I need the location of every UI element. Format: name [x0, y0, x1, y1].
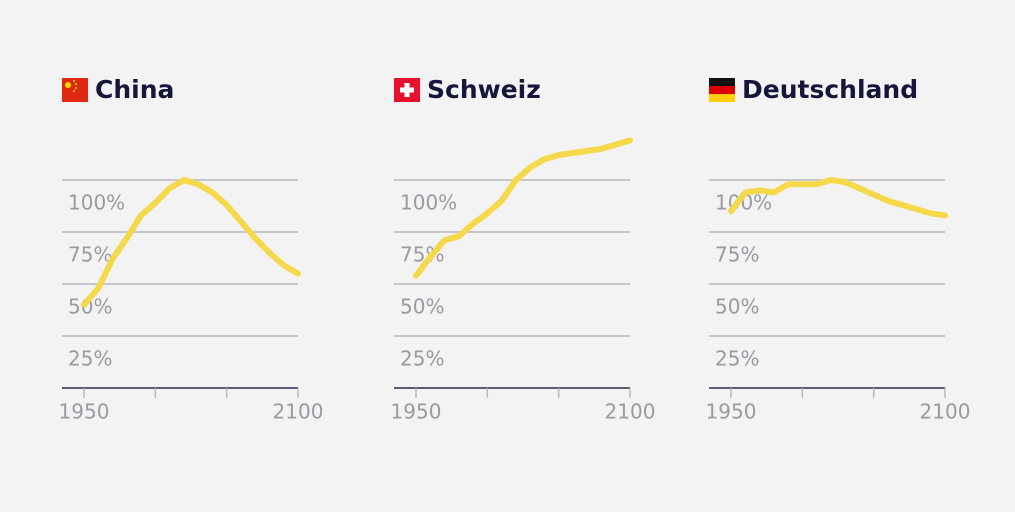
y-tick-label: 25%	[68, 347, 112, 371]
x-tick-label: 2100	[920, 400, 971, 424]
y-tick-label: 50%	[400, 295, 444, 319]
y-tick-label: 25%	[715, 347, 759, 371]
flag-germany	[709, 78, 735, 102]
flag-switzerland	[394, 78, 420, 102]
y-tick-label: 25%	[400, 347, 444, 371]
y-tick-label: 100%	[400, 191, 457, 215]
data-line	[413, 137, 633, 279]
data-line	[81, 177, 301, 308]
x-tick-label: 1950	[391, 400, 442, 424]
x-tick-label: 2100	[605, 400, 656, 424]
y-tick-label: 75%	[715, 243, 759, 267]
x-tick-label: 1950	[59, 400, 110, 424]
flag-china	[62, 78, 88, 102]
chart-title: Deutschland	[742, 75, 918, 104]
x-tick-label: 2100	[273, 400, 324, 424]
y-tick-label: 100%	[68, 191, 125, 215]
chart-title: China	[95, 75, 174, 104]
data-line	[728, 177, 948, 219]
x-tick-label: 1950	[706, 400, 757, 424]
y-tick-label: 50%	[715, 295, 759, 319]
y-tick-label: 75%	[68, 243, 112, 267]
chart-title: Schweiz	[427, 75, 541, 104]
